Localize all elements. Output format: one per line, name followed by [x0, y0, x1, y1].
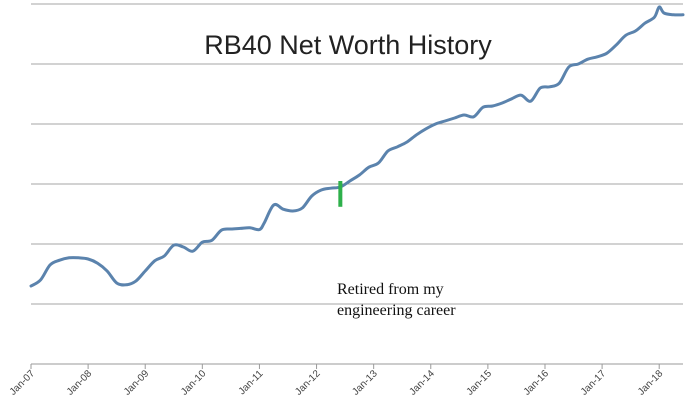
x-tick-label: Jan-07 — [8, 368, 38, 398]
x-axis: Jan-07 Jan-08 Jan-09 Jan-10 Jan-11 Jan-12 Jan-… — [8, 364, 666, 398]
x-tick-label: Jan-15 — [465, 368, 495, 398]
x-tick-label: Jan-17 — [579, 368, 609, 398]
x-tick-label: Jan-14 — [407, 368, 437, 398]
net-worth-series-line — [29, 5, 685, 288]
chart-title: RB40 Net Worth History — [204, 30, 492, 60]
x-tick-label: Jan-13 — [350, 368, 380, 398]
gridlines — [31, 3, 683, 365]
annotation-line-2: engineering career — [337, 302, 456, 319]
x-tick-label: Jan-12 — [293, 368, 323, 398]
x-tick-label: Jan-08 — [65, 368, 95, 398]
x-tick-label: Jan-11 — [237, 368, 266, 397]
x-tick-label: Jan-18 — [636, 368, 666, 398]
x-tick-label: Jan-16 — [522, 368, 552, 398]
annotation-line-1: Retired from my — [337, 281, 444, 298]
x-tick-label: Jan-10 — [179, 368, 209, 398]
x-tick-label: Jan-09 — [122, 368, 152, 398]
